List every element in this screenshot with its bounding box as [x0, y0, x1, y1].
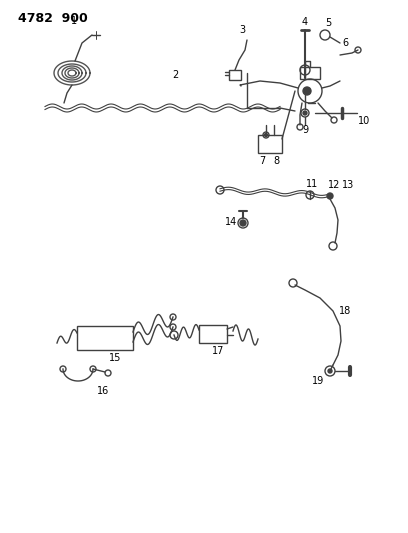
Bar — [77, 326, 133, 350]
Text: 10: 10 — [358, 116, 370, 126]
Text: 19: 19 — [312, 376, 324, 386]
Bar — [229, 70, 241, 80]
Text: 18: 18 — [339, 306, 351, 316]
Text: 16: 16 — [97, 386, 109, 396]
Text: 15: 15 — [109, 353, 121, 363]
Text: 8: 8 — [273, 156, 279, 166]
Text: 14: 14 — [225, 217, 237, 227]
Bar — [199, 325, 227, 343]
Circle shape — [264, 133, 268, 136]
Text: 9: 9 — [302, 125, 308, 135]
Text: 3: 3 — [239, 25, 245, 35]
Text: 5: 5 — [325, 18, 331, 28]
Circle shape — [303, 111, 307, 115]
Text: 11: 11 — [306, 179, 318, 189]
Text: 1: 1 — [71, 16, 77, 26]
Text: 17: 17 — [212, 346, 224, 356]
Text: 7: 7 — [259, 156, 265, 166]
Text: 13: 13 — [342, 180, 354, 190]
Circle shape — [303, 87, 311, 95]
Bar — [258, 135, 282, 153]
Text: 6: 6 — [342, 38, 348, 48]
Text: 4782  900: 4782 900 — [18, 12, 88, 25]
Circle shape — [240, 220, 246, 226]
Text: 4: 4 — [302, 17, 308, 27]
Circle shape — [328, 369, 332, 373]
Bar — [300, 67, 320, 79]
Text: 2: 2 — [172, 70, 178, 80]
Circle shape — [327, 193, 333, 199]
Text: 12: 12 — [328, 180, 340, 190]
